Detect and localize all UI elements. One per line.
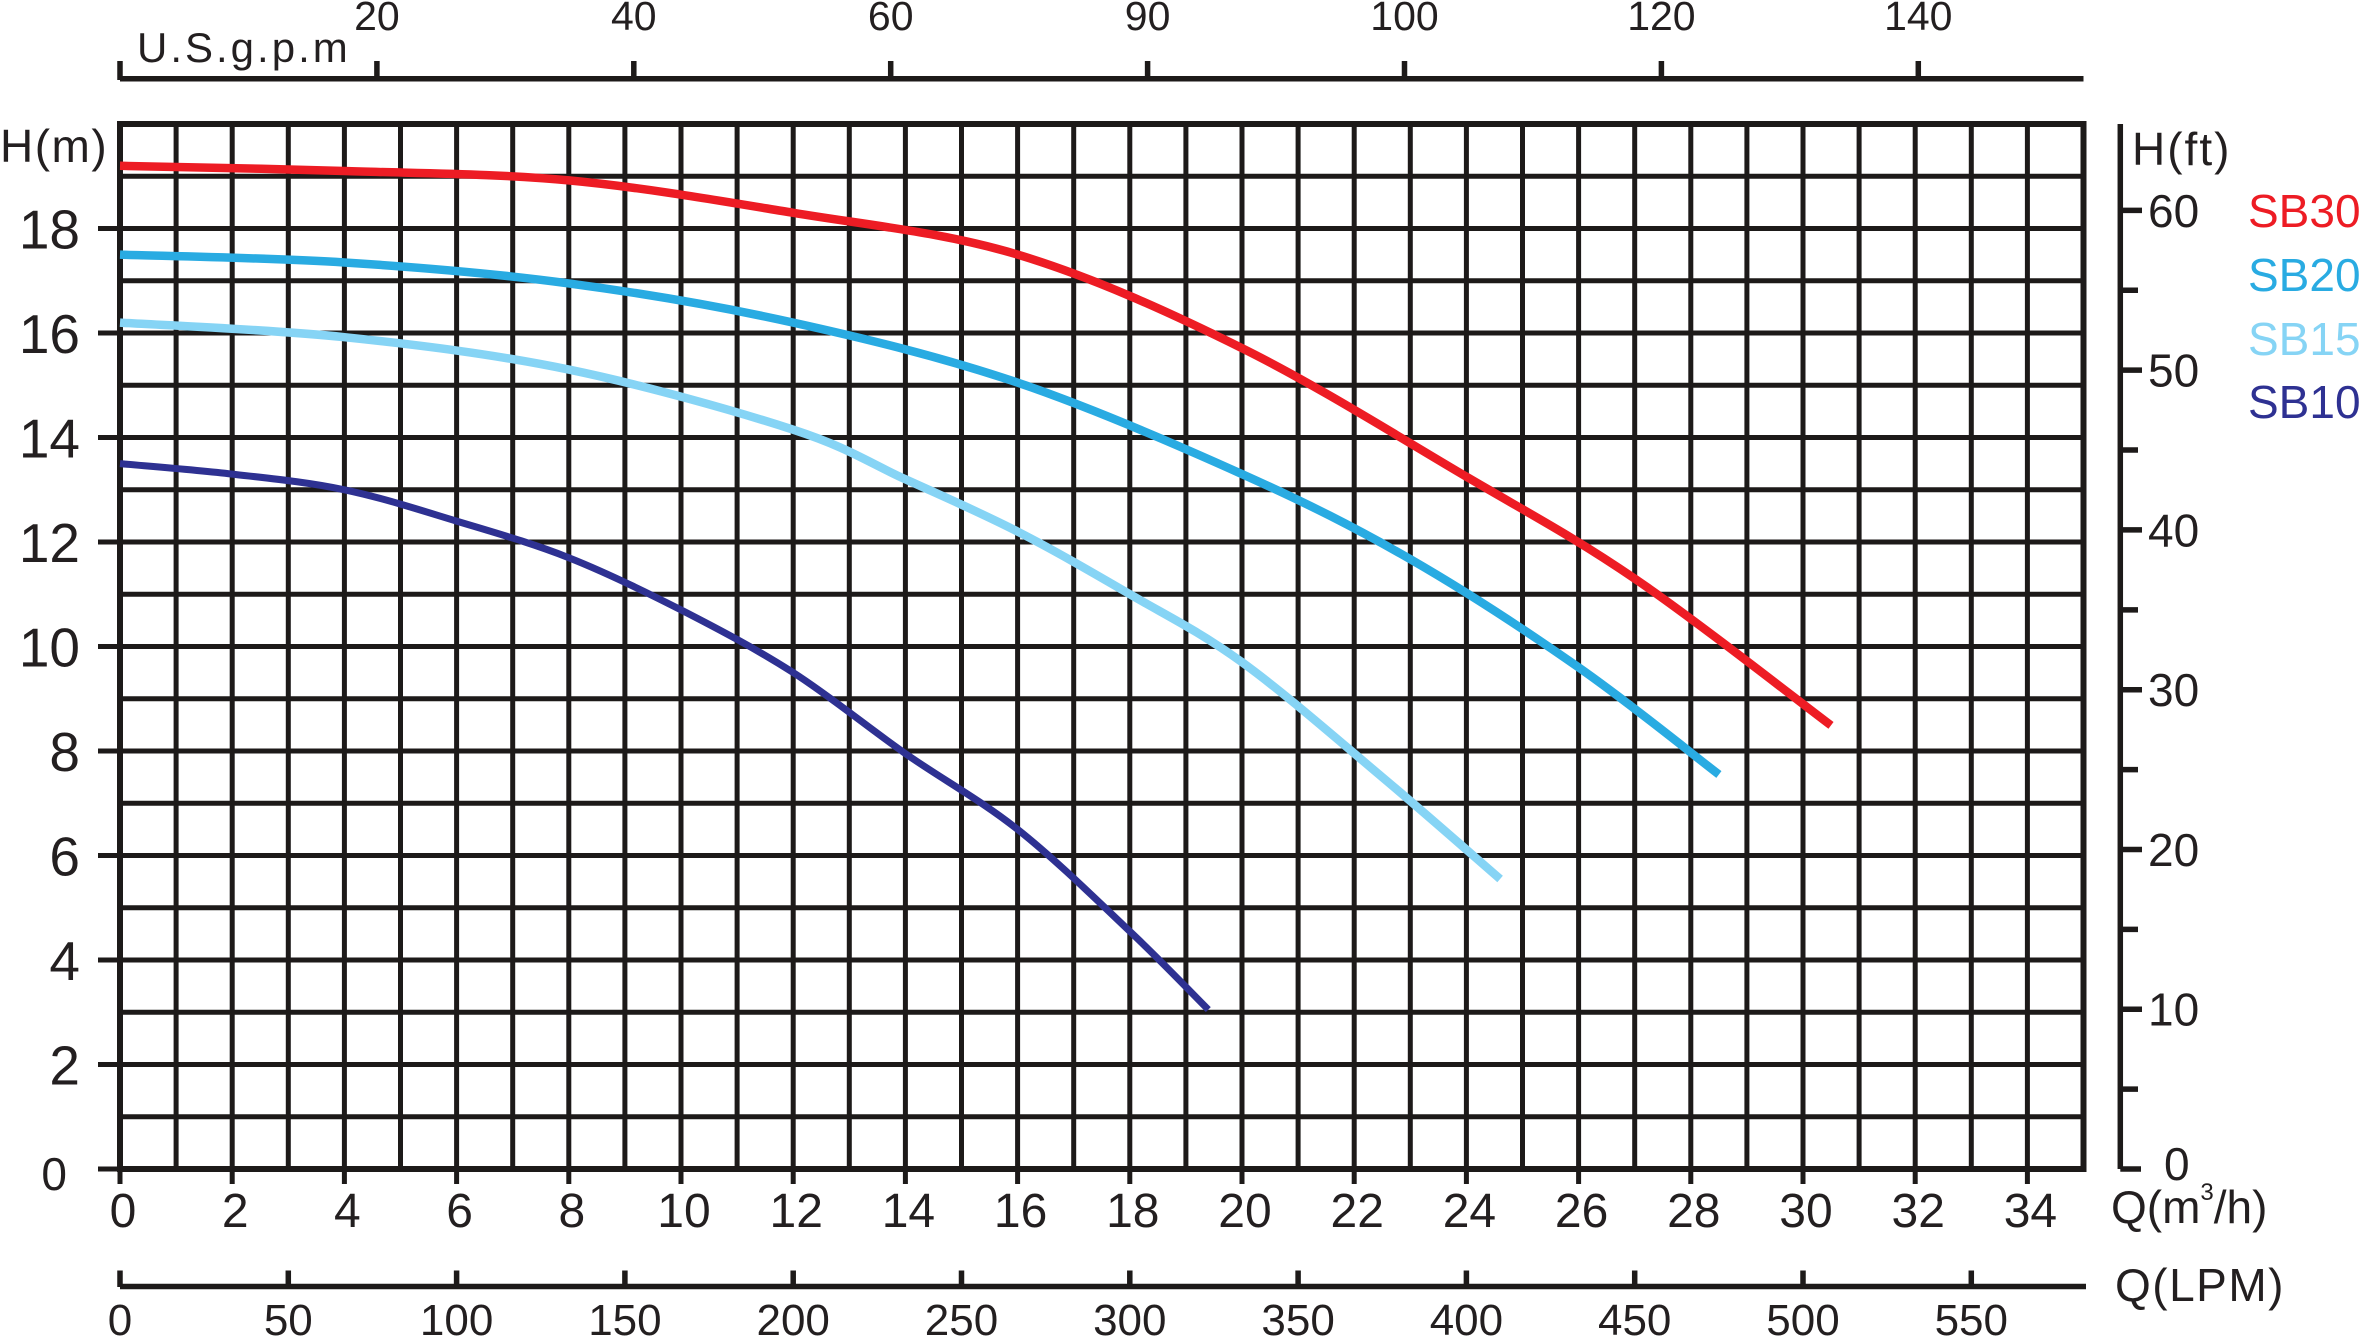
svg-text:0: 0 bbox=[2164, 1138, 2190, 1190]
svg-text:12: 12 bbox=[770, 1185, 823, 1238]
svg-text:120: 120 bbox=[1627, 0, 1695, 39]
svg-text:40: 40 bbox=[2148, 504, 2199, 556]
svg-text:12: 12 bbox=[19, 512, 80, 574]
svg-text:500: 500 bbox=[1766, 1296, 1839, 1336]
svg-text:H(m): H(m) bbox=[0, 120, 108, 172]
svg-text:2: 2 bbox=[49, 1034, 80, 1096]
svg-text:22: 22 bbox=[1331, 1185, 1384, 1238]
svg-text:140: 140 bbox=[1884, 0, 1952, 39]
svg-text:14: 14 bbox=[19, 407, 80, 469]
svg-text:Q(m3/h): Q(m3/h) bbox=[2111, 1179, 2267, 1233]
svg-text:8: 8 bbox=[49, 721, 80, 783]
svg-text:200: 200 bbox=[756, 1296, 829, 1336]
svg-text:24: 24 bbox=[1443, 1185, 1496, 1238]
svg-text:20: 20 bbox=[354, 0, 400, 39]
svg-text:400: 400 bbox=[1430, 1296, 1503, 1336]
svg-text:20: 20 bbox=[2148, 824, 2199, 876]
svg-text:26: 26 bbox=[1555, 1185, 1608, 1238]
svg-text:H(ft): H(ft) bbox=[2132, 123, 2231, 175]
svg-text:Q(LPM): Q(LPM) bbox=[2115, 1259, 2285, 1311]
svg-text:60: 60 bbox=[2148, 185, 2199, 237]
svg-text:60: 60 bbox=[868, 0, 914, 39]
svg-text:U.S.g.p.m: U.S.g.p.m bbox=[137, 24, 351, 71]
svg-text:8: 8 bbox=[558, 1185, 585, 1238]
svg-text:4: 4 bbox=[49, 930, 80, 992]
svg-text:350: 350 bbox=[1261, 1296, 1334, 1336]
svg-text:2: 2 bbox=[222, 1185, 249, 1238]
svg-text:4: 4 bbox=[334, 1185, 361, 1238]
svg-text:50: 50 bbox=[264, 1296, 313, 1336]
svg-text:40: 40 bbox=[611, 0, 657, 39]
svg-text:SB10: SB10 bbox=[2248, 376, 2361, 428]
svg-text:10: 10 bbox=[2148, 984, 2199, 1036]
svg-text:50: 50 bbox=[2148, 345, 2199, 397]
svg-text:18: 18 bbox=[1106, 1185, 1159, 1238]
svg-text:14: 14 bbox=[882, 1185, 935, 1238]
svg-text:20: 20 bbox=[1218, 1185, 1271, 1238]
svg-text:6: 6 bbox=[446, 1185, 473, 1238]
svg-text:0: 0 bbox=[108, 1296, 132, 1336]
svg-text:550: 550 bbox=[1935, 1296, 2008, 1336]
svg-text:300: 300 bbox=[1093, 1296, 1166, 1336]
svg-text:90: 90 bbox=[1125, 0, 1171, 39]
svg-text:10: 10 bbox=[657, 1185, 710, 1238]
svg-text:30: 30 bbox=[2148, 664, 2199, 716]
svg-text:16: 16 bbox=[19, 303, 80, 365]
svg-text:250: 250 bbox=[925, 1296, 998, 1336]
svg-text:10: 10 bbox=[19, 616, 80, 678]
svg-text:450: 450 bbox=[1598, 1296, 1671, 1336]
svg-text:100: 100 bbox=[420, 1296, 493, 1336]
svg-text:SB30: SB30 bbox=[2248, 185, 2361, 237]
svg-text:100: 100 bbox=[1370, 0, 1438, 39]
svg-text:18: 18 bbox=[19, 198, 80, 260]
svg-text:32: 32 bbox=[1892, 1185, 1945, 1238]
svg-text:0: 0 bbox=[110, 1185, 137, 1238]
svg-text:34: 34 bbox=[2004, 1185, 2057, 1238]
svg-text:0: 0 bbox=[41, 1148, 67, 1200]
svg-text:28: 28 bbox=[1667, 1185, 1720, 1238]
svg-text:150: 150 bbox=[588, 1296, 661, 1336]
svg-text:30: 30 bbox=[1779, 1185, 1832, 1238]
svg-text:6: 6 bbox=[49, 825, 80, 887]
svg-text:SB15: SB15 bbox=[2248, 313, 2361, 365]
svg-text:16: 16 bbox=[994, 1185, 1047, 1238]
svg-text:SB20: SB20 bbox=[2248, 249, 2361, 301]
